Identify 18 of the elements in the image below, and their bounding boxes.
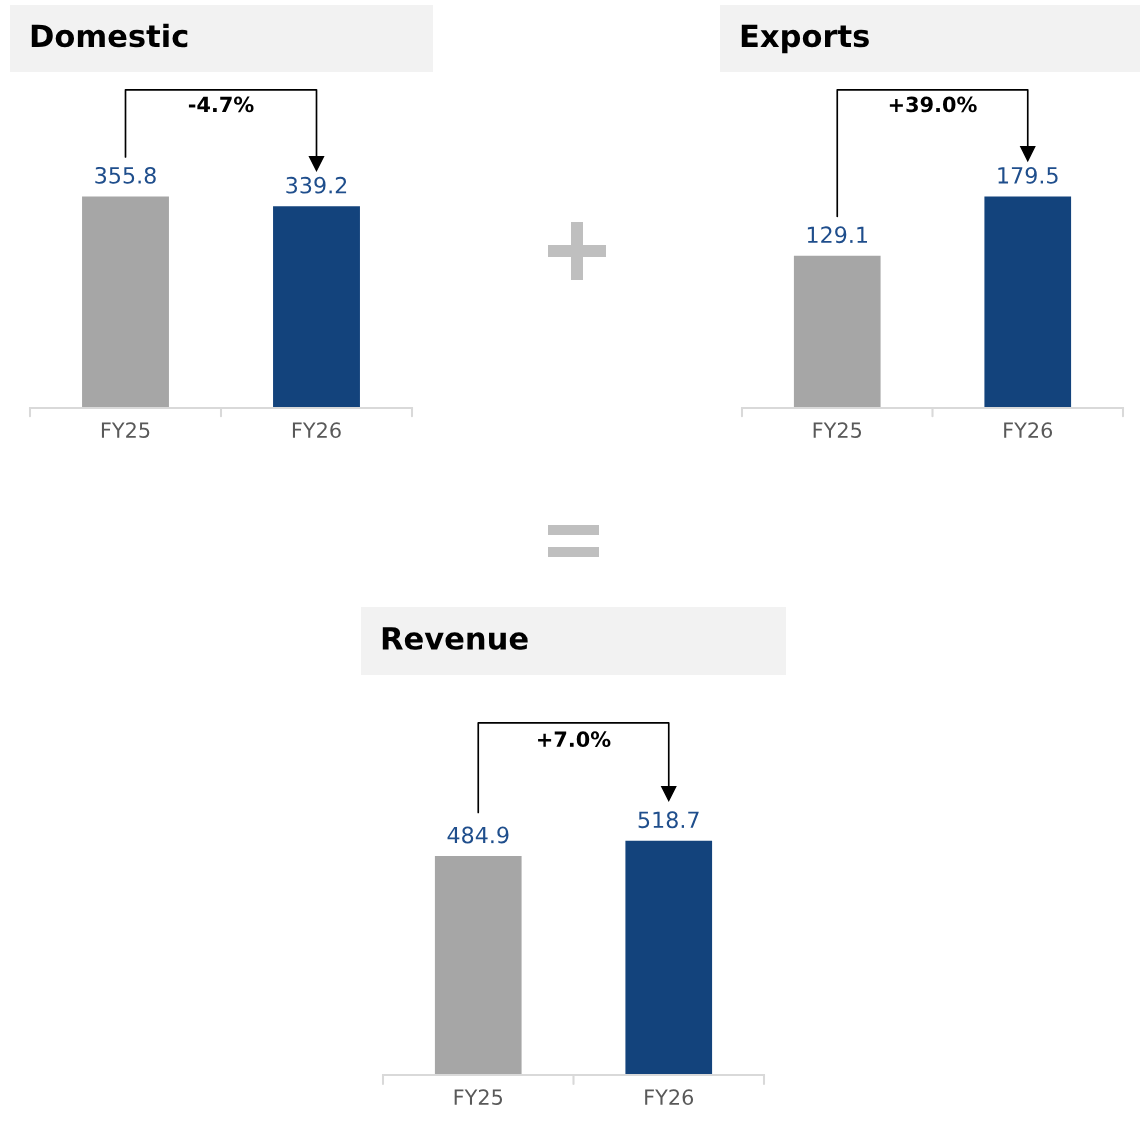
x-tick-label: FY25 xyxy=(101,422,150,439)
x-tick-label: FY25 xyxy=(813,422,862,439)
x-tick-label: FY26 xyxy=(292,422,341,439)
text: +7.0% xyxy=(538,731,611,748)
data-label: 129.1 xyxy=(807,226,868,244)
data-label: 179.5 xyxy=(998,166,1058,184)
x-tick-label: FY26 xyxy=(645,1089,694,1106)
chart-title: Exports xyxy=(741,24,869,54)
data-label: 339.2 xyxy=(286,176,347,194)
x-tick-label: FY26 xyxy=(1004,422,1053,439)
text: -4.7% xyxy=(188,96,254,113)
chart-title: Revenue xyxy=(382,627,528,650)
chart-title: Domestic xyxy=(31,23,188,48)
x-tick-label: FY25 xyxy=(454,1089,503,1106)
text: +39.0% xyxy=(889,96,977,113)
data-label: 355.8 xyxy=(95,166,156,184)
data-label: 518.7 xyxy=(638,811,699,829)
data-label: 484.9 xyxy=(447,826,509,844)
